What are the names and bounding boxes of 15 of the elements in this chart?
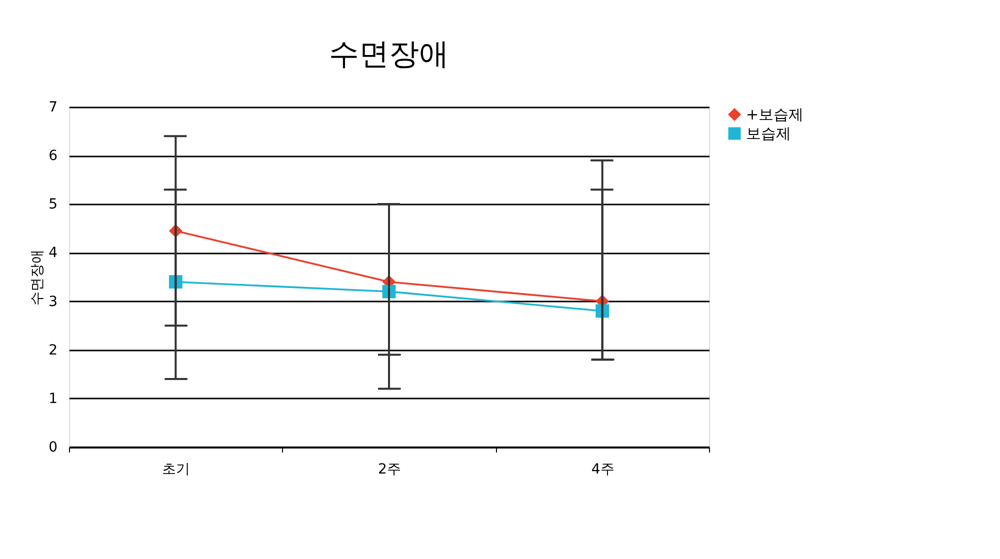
- y-tick-label: 5: [48, 196, 58, 213]
- y-tick-label: 2: [48, 342, 58, 358]
- x-tick-label: 2주: [378, 462, 401, 478]
- legend-label: 보습제: [746, 124, 791, 142]
- y-tick-label: 0: [48, 440, 58, 456]
- y-tick-label: 6: [48, 148, 58, 164]
- y-tick-label: 3: [48, 294, 58, 310]
- y-tick-label: 1: [48, 390, 58, 407]
- chart-title: 수면장애: [329, 37, 449, 72]
- y-axis-title: 수면장애: [30, 250, 46, 306]
- y-tick-label: 4: [48, 245, 58, 262]
- x-tick-label: 4주: [591, 462, 614, 478]
- y-tick-label: 7: [48, 100, 58, 116]
- x-tick-label: 초기: [162, 462, 190, 478]
- legend-label: +보습제: [746, 106, 804, 124]
